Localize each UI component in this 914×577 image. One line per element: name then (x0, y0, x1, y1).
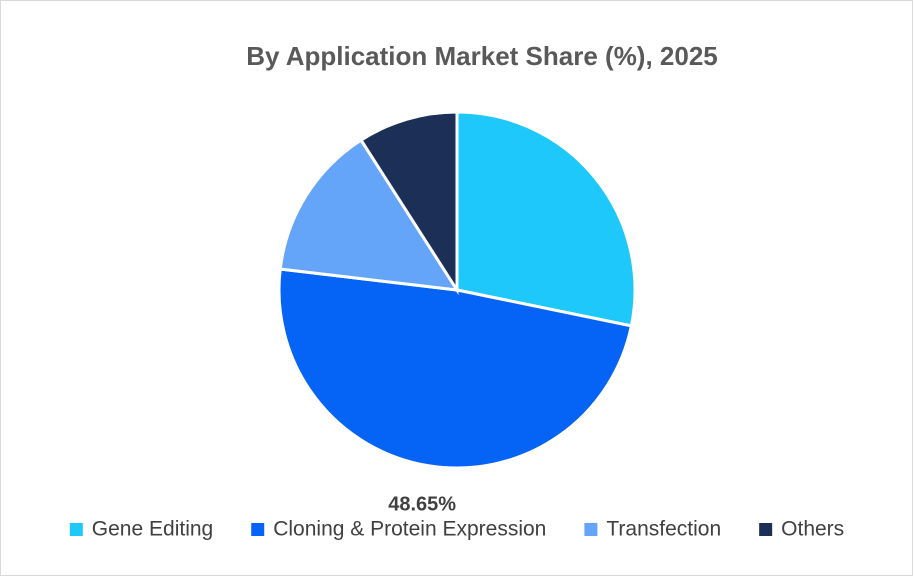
legend-swatch (251, 523, 265, 536)
legend-label: Others (781, 518, 844, 541)
legend-label: Gene Editing (92, 518, 213, 541)
pie-slice (277, 267, 634, 470)
pie-slice (455, 110, 637, 328)
legend-label: Transfection (606, 518, 721, 541)
legend-swatch (759, 523, 773, 536)
data-label: 48.65% (388, 493, 456, 515)
legend-swatch (69, 523, 83, 536)
pie-slice (278, 137, 460, 292)
pie-slice (358, 110, 459, 296)
chart-title: By Application Market Share (%), 2025 (246, 41, 718, 71)
legend-label: Cloning & Protein Expression (273, 518, 546, 541)
legend-swatch (584, 523, 598, 536)
